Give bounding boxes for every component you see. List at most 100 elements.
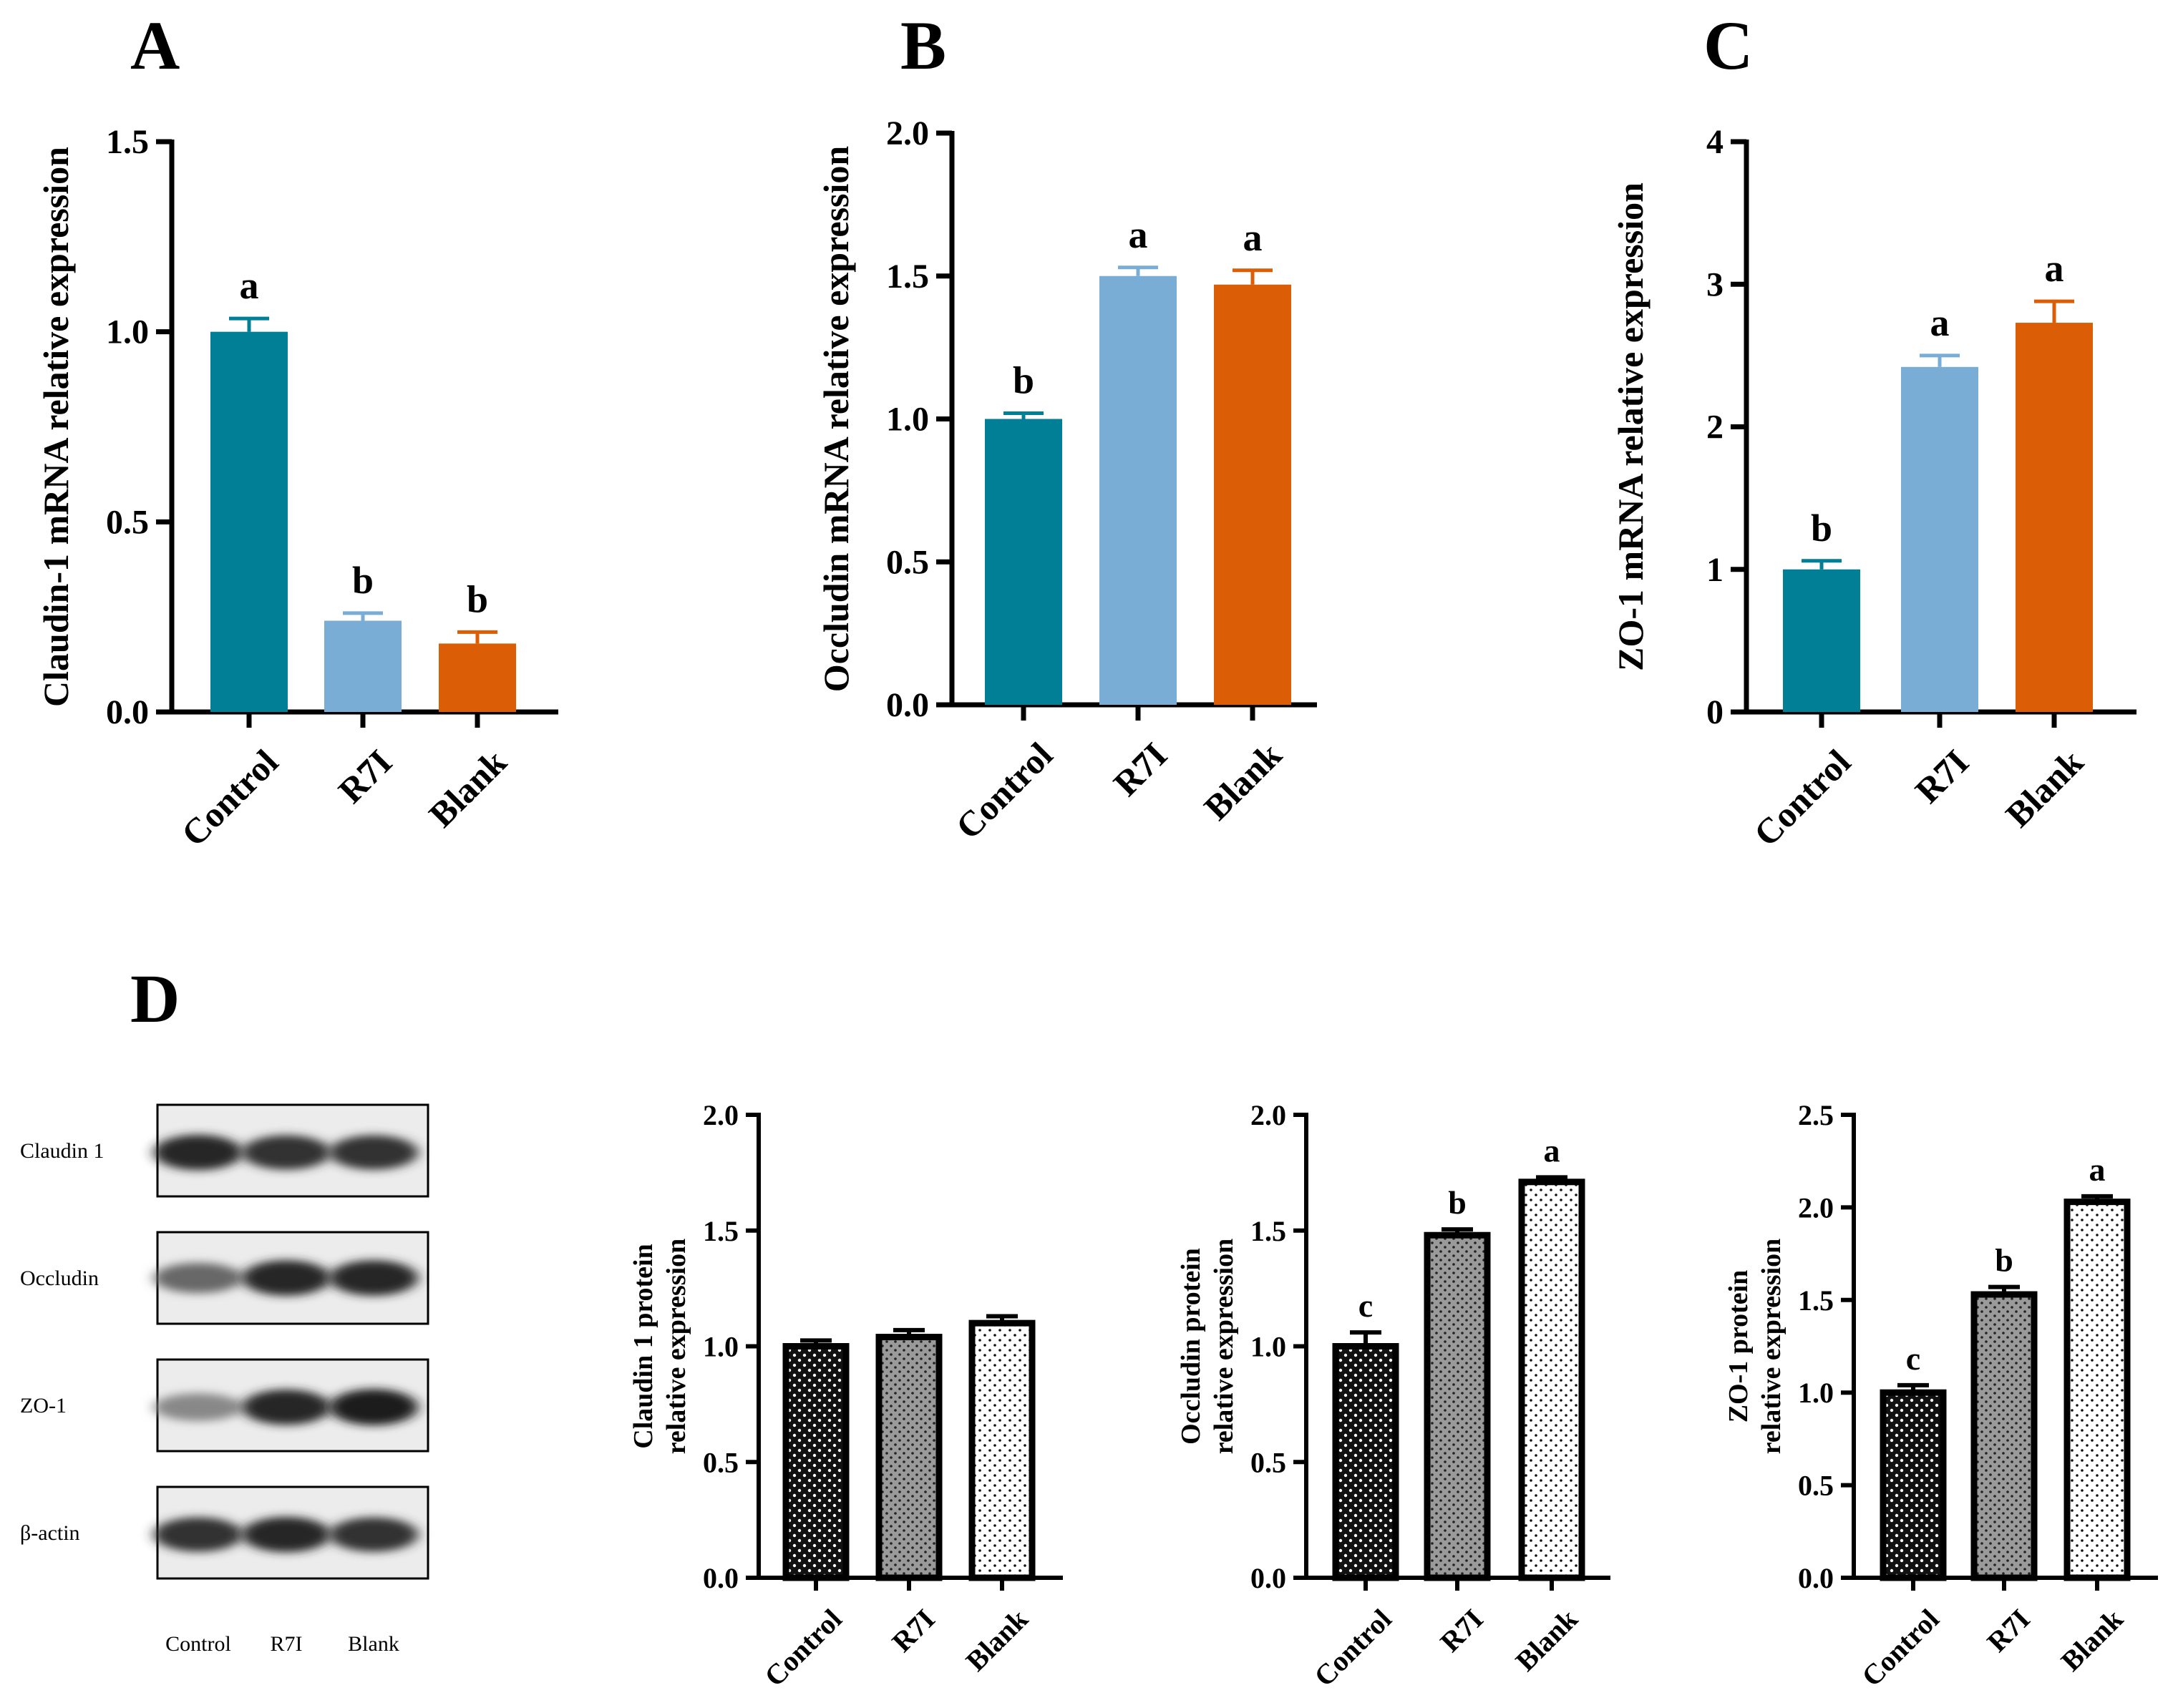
blot-band bbox=[154, 1262, 243, 1294]
blot-band bbox=[242, 1260, 331, 1296]
chart-d-claudin1-protein: 0.0 0.5 1.0 1.5 2.0 Claudin 1 proteinrelative… bbox=[628, 1099, 1063, 1692]
y-tick-label: 2.0 bbox=[1250, 1099, 1286, 1131]
x-tick-label: R7I bbox=[331, 742, 400, 811]
x-tick-label: Blank bbox=[1196, 735, 1289, 828]
significance-letter: a bbox=[2045, 247, 2064, 290]
blot-band bbox=[242, 1389, 331, 1425]
blot-band bbox=[329, 1135, 418, 1170]
y-tick-label: 0.5 bbox=[106, 503, 149, 541]
x-tick-label: R7I bbox=[1434, 1603, 1489, 1658]
y-axis-label: Claudin 1 proteinrelative expression bbox=[628, 1239, 691, 1455]
significance-letter: a bbox=[2089, 1151, 2106, 1188]
y-tick-label: 0.0 bbox=[106, 693, 149, 731]
y-axis-label-line: Occludin protein bbox=[1176, 1248, 1206, 1445]
western-blot: Claudin 1 Occludin ZO-1 β-actin Control R7I Bl… bbox=[20, 1103, 429, 1656]
y-tick-label: 2.0 bbox=[1798, 1191, 1834, 1224]
significance-letter: a bbox=[1544, 1132, 1560, 1168]
blot-row-label: Occludin bbox=[20, 1267, 99, 1290]
y-tick-label: 1.5 bbox=[1250, 1215, 1286, 1247]
y-axis-label-line: ZO-1 protein bbox=[1724, 1270, 1754, 1423]
bar-r7i bbox=[1424, 1231, 1491, 1581]
y-tick-label: 1.0 bbox=[1798, 1377, 1834, 1409]
x-tick-label: Control bbox=[948, 735, 1060, 847]
bar-control bbox=[782, 1343, 850, 1581]
y-tick-label: 1 bbox=[1706, 551, 1724, 589]
bar-r7i bbox=[324, 620, 402, 712]
y-axis-label-line: relative expression bbox=[1756, 1239, 1786, 1455]
y-tick-label: 0 bbox=[1706, 693, 1724, 731]
x-tick-label: R7I bbox=[885, 1603, 940, 1658]
y-tick-label: 4 bbox=[1706, 123, 1724, 161]
y-tick-label: 0.5 bbox=[703, 1446, 739, 1478]
y-tick-label: 2.0 bbox=[886, 114, 929, 152]
significance-letter: b bbox=[352, 559, 374, 602]
bar-r7i bbox=[1901, 366, 1978, 712]
y-tick-label: 1.5 bbox=[106, 123, 149, 161]
bar-control bbox=[1332, 1343, 1399, 1581]
blot-lane-label: Blank bbox=[348, 1632, 399, 1656]
panel-label-c: C bbox=[1703, 7, 1753, 84]
y-tick-label: 0.5 bbox=[1250, 1446, 1286, 1478]
blot-band bbox=[242, 1135, 331, 1170]
bar-control bbox=[210, 331, 288, 713]
blot-band bbox=[329, 1517, 418, 1552]
x-tick-label: R7I bbox=[1907, 742, 1977, 811]
y-axis-label: Occludin proteinrelative expression bbox=[1176, 1239, 1239, 1455]
x-tick-label: R7I bbox=[1980, 1603, 2036, 1658]
blot-band bbox=[154, 1393, 243, 1421]
significance-letter: c bbox=[1358, 1287, 1373, 1324]
y-tick-label: 1.5 bbox=[703, 1215, 739, 1247]
y-tick-label: 0.0 bbox=[886, 686, 929, 724]
y-tick-label: 0.5 bbox=[1798, 1470, 1834, 1502]
significance-letter: b bbox=[1448, 1184, 1467, 1221]
bar-blank bbox=[2063, 1199, 2131, 1581]
y-tick-label: 1.5 bbox=[1798, 1284, 1834, 1317]
bar-blank bbox=[968, 1319, 1036, 1581]
y-axis-label: ZO-1 mRNA relative expression bbox=[1610, 182, 1651, 671]
x-tick-label: Blank bbox=[1510, 1602, 1585, 1677]
y-tick-label: 3 bbox=[1706, 265, 1724, 303]
significance-letter: b bbox=[1013, 359, 1034, 402]
blot-lane-label: Control bbox=[165, 1632, 231, 1656]
x-tick-label: Control bbox=[1308, 1603, 1398, 1693]
y-tick-label: 1.0 bbox=[106, 313, 149, 351]
significance-letter: a bbox=[240, 264, 259, 307]
y-tick-label: 0.0 bbox=[1250, 1562, 1286, 1594]
bar-r7i bbox=[1099, 275, 1177, 705]
panel-label-d: D bbox=[130, 960, 180, 1037]
x-tick-label: Blank bbox=[421, 742, 514, 835]
bar-blank bbox=[1518, 1178, 1585, 1581]
y-tick-label: 2 bbox=[1706, 409, 1724, 446]
panel-label-b: B bbox=[900, 7, 946, 84]
y-axis-label: Occludin mRNA relative expression bbox=[816, 146, 856, 693]
significance-letter: a bbox=[1129, 213, 1148, 256]
bar-blank bbox=[1214, 284, 1291, 705]
y-tick-label: 0.0 bbox=[703, 1562, 739, 1594]
x-tick-label: Control bbox=[1855, 1603, 1945, 1693]
bar-control bbox=[1880, 1389, 1947, 1581]
y-axis-label: Claudin-1 mRNA relative expression bbox=[36, 147, 76, 707]
y-axis-label-line: relative expression bbox=[1209, 1239, 1239, 1455]
x-tick-label: Control bbox=[1746, 742, 1858, 854]
x-tick-label: Control bbox=[173, 742, 286, 854]
chart-b: 0.0 0.5 1.0 1.5 2.0 Occludin mRNA relative ex… bbox=[816, 114, 1317, 846]
y-tick-label: 1.0 bbox=[703, 1331, 739, 1363]
blot-row-label: ZO-1 bbox=[20, 1394, 67, 1417]
y-tick-label: 1.5 bbox=[886, 258, 929, 296]
panel-label-a: A bbox=[130, 7, 180, 84]
chart-d-zo1-protein: 0.0 0.5 1.0 1.5 2.0 2.5 ZO-1 proteinrelative e… bbox=[1724, 1099, 2158, 1692]
x-tick-label: Blank bbox=[1998, 742, 2091, 835]
chart-d-occludin-protein: 0.0 0.5 1.0 1.5 2.0 Occludin proteinrelative … bbox=[1176, 1099, 1610, 1692]
significance-letter: c bbox=[1906, 1340, 1920, 1377]
significance-letter: a bbox=[1243, 216, 1263, 259]
chart-a: 0.0 0.5 1.0 1.5 Claudin-1 mRNA relative expr… bbox=[36, 123, 558, 854]
y-axis-label-line: Claudin 1 protein bbox=[628, 1244, 658, 1448]
x-tick-label: Blank bbox=[2055, 1602, 2130, 1677]
x-tick-label: Control bbox=[758, 1603, 848, 1693]
bar-blank bbox=[439, 643, 516, 712]
blot-row-label: β-actin bbox=[20, 1521, 80, 1545]
significance-letter: b bbox=[1995, 1242, 2013, 1279]
blot-band bbox=[154, 1517, 243, 1552]
bar-r7i bbox=[875, 1334, 943, 1581]
